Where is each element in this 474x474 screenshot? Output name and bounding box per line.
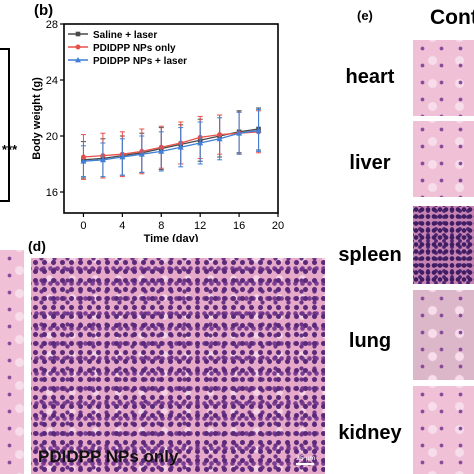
x-axis-label: Time (day) — [144, 233, 199, 242]
point-2-6 — [197, 140, 204, 146]
y-tick-label-3: 28 — [46, 19, 58, 31]
x-tick-label-3: 12 — [194, 220, 206, 232]
x-tick-label-0: 0 — [80, 220, 86, 232]
point-2-8 — [236, 130, 243, 136]
series-1 — [80, 110, 262, 180]
legend-label-2: PDIDPP NPs + laser — [93, 56, 187, 67]
organ-label-spleen: spleen — [338, 244, 402, 266]
panel-d-histology-image — [31, 258, 325, 474]
kidney-histology-image — [413, 386, 474, 474]
y-tick-label-1: 20 — [46, 131, 58, 143]
x-tick-label-1: 4 — [119, 220, 125, 232]
organ-label-lung: lung — [348, 330, 392, 352]
legend-marker-0 — [75, 31, 81, 37]
x-tick-label-5: 20 — [272, 220, 284, 232]
legend-marker-1 — [75, 44, 81, 50]
organ-label-liver: liver — [349, 152, 391, 174]
liver-histology-image — [413, 121, 474, 197]
left-panel-frame — [0, 48, 10, 202]
left-panel-histology — [0, 250, 24, 474]
organ-label-heart: heart — [345, 66, 395, 88]
heart-histology-image — [413, 40, 474, 116]
point-2-4 — [158, 148, 165, 154]
spleen-histology-image — [413, 206, 474, 284]
body-weight-chart: 0 4 8 12 16 20 16 20 24 28 Time (day) Body weight (… — [31, 19, 284, 242]
lung-histology-image — [413, 290, 474, 380]
series-line-1 — [83, 131, 259, 158]
y-tick-label-2: 24 — [46, 75, 58, 87]
panel-d-overlay-label: PDIDPP NPs only — [38, 447, 179, 466]
y-tick-label-0: 16 — [46, 187, 58, 199]
plot-frame — [63, 23, 279, 214]
point-2-0 — [80, 158, 87, 164]
point-2-9 — [255, 127, 262, 133]
legend-label-0: Saline + laser — [93, 30, 157, 41]
point-2-3 — [138, 151, 145, 157]
point-2-7 — [216, 135, 223, 142]
panel-d-scalebar — [296, 463, 314, 465]
organ-label-kidney: kidney — [338, 422, 402, 444]
panel-e-header: Cont — [430, 6, 474, 29]
x-tick-label-2: 8 — [158, 220, 164, 232]
legend-label-1: PDIDPP NPs only — [93, 43, 176, 54]
panel-d-label: (d) — [28, 238, 46, 254]
x-tick-label-4: 16 — [233, 220, 245, 232]
series-line-2 — [83, 129, 259, 162]
point-2-2 — [119, 154, 126, 160]
series-0 — [80, 107, 262, 179]
panel-d-scale-text: 25 μm — [296, 455, 316, 462]
series-2 — [80, 108, 262, 178]
legend-marker-2 — [75, 57, 81, 63]
left-panel-significance: *** — [2, 142, 18, 157]
point-2-5 — [177, 144, 184, 150]
point-2-1 — [99, 156, 106, 163]
y-axis-label: Body weight (g) — [31, 77, 43, 160]
panel-e-label: (e) — [357, 8, 373, 23]
panel-b-label: (b) — [34, 2, 54, 19]
